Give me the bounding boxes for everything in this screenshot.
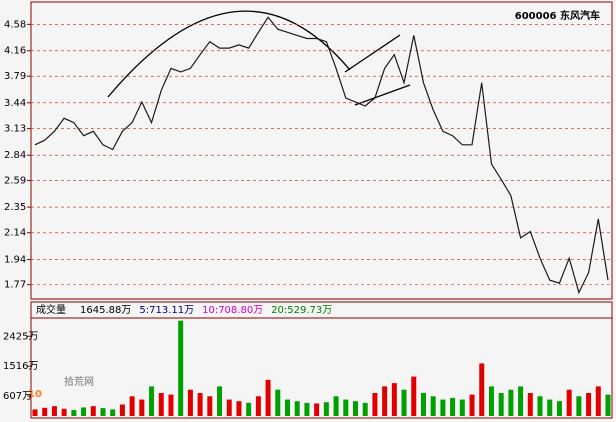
volume-indicator: 5:713.11万 <box>139 305 194 316</box>
watermark-site: 拾荒网 <box>64 375 94 388</box>
volume-bar <box>314 403 320 416</box>
volume-bar <box>391 383 397 416</box>
arc-annotation <box>107 10 351 98</box>
volume-indicator: 20:529.73万 <box>271 305 332 316</box>
volume-bar <box>401 389 407 416</box>
volume-bar <box>527 392 533 416</box>
watermark-number: 10 <box>28 389 42 400</box>
y-tick-label: 2.59 <box>4 175 26 186</box>
volume-bar <box>469 394 475 416</box>
volume-bar <box>207 396 213 416</box>
volume-bar <box>285 399 291 416</box>
volume-title: 成交量 <box>36 303 66 316</box>
volume-bar <box>178 320 184 416</box>
y-tick-label: 2.84 <box>4 150 26 161</box>
volume-bar <box>556 401 562 416</box>
y-tick-label: 4.58 <box>4 19 26 30</box>
volume-bar <box>605 394 611 416</box>
volume-bar <box>440 399 446 416</box>
volume-bar <box>149 386 155 416</box>
volume-bar <box>61 408 67 416</box>
trend-line <box>354 84 411 106</box>
volume-bar <box>42 407 48 416</box>
volume-bar <box>158 392 164 416</box>
y-tick-label: 2425万 <box>3 331 38 342</box>
volume-bar <box>547 399 553 416</box>
volume-bar <box>71 410 77 416</box>
volume-bar <box>81 407 87 416</box>
volume-bar <box>275 389 281 416</box>
volume-bar <box>352 401 358 416</box>
volume-bar <box>51 406 57 416</box>
volume-bar <box>139 399 145 416</box>
y-tick-label: 2.35 <box>4 202 26 213</box>
volume-bar <box>168 394 174 416</box>
volume-bar <box>450 397 456 416</box>
trend-line <box>344 34 401 73</box>
volume-bar <box>323 402 329 416</box>
volume-panel <box>30 301 613 419</box>
volume-bar <box>411 376 417 416</box>
y-tick-label: 1.94 <box>4 255 26 266</box>
price-line <box>34 16 609 295</box>
volume-bar <box>508 389 514 416</box>
volume-indicator: 10:708.80万 <box>202 305 263 316</box>
volume-bar <box>236 401 242 416</box>
volume-bar <box>119 404 125 416</box>
volume-bar <box>100 408 106 416</box>
volume-bar <box>479 363 485 416</box>
volume-bar <box>226 399 232 416</box>
volume-bar <box>343 399 349 416</box>
volume-bar <box>566 389 572 416</box>
volume-bar <box>333 396 339 416</box>
volume-bar <box>518 386 524 416</box>
volume-bar <box>265 379 271 416</box>
volume-bar <box>197 392 203 416</box>
volume-bar <box>362 402 368 416</box>
volume-bar <box>187 389 193 416</box>
volume-bar <box>430 396 436 416</box>
volume-bar <box>488 386 494 416</box>
volume-bar <box>246 402 252 416</box>
y-tick-label: 1516万 <box>3 361 38 372</box>
volume-bar <box>110 409 116 416</box>
volume-bar <box>586 392 592 416</box>
volume-bar <box>32 409 38 416</box>
chart-title: 600006 东风汽车 <box>515 9 600 22</box>
volume-bar <box>217 386 223 416</box>
volume-bar <box>255 396 261 416</box>
volume-bar <box>304 402 310 416</box>
volume-bar <box>129 396 135 416</box>
price-panel <box>30 1 613 300</box>
volume-indicator: 1645.88万 <box>80 305 131 316</box>
volume-bar <box>420 392 426 416</box>
volume-bar <box>372 392 378 416</box>
volume-bar <box>382 386 388 416</box>
y-tick-label: 1.77 <box>4 280 26 291</box>
volume-bar <box>595 386 601 416</box>
volume-bar <box>459 399 465 416</box>
volume-bar <box>537 396 543 416</box>
volume-bar <box>498 392 504 416</box>
volume-bar <box>294 401 300 416</box>
y-tick-label: 3.13 <box>4 124 26 135</box>
y-tick-label: 4.16 <box>4 46 26 57</box>
y-tick-label: 3.44 <box>4 98 26 109</box>
volume-bar <box>90 406 96 416</box>
y-tick-label: 607万 <box>3 391 32 402</box>
y-tick-label: 3.79 <box>4 71 26 82</box>
volume-bar <box>576 396 582 416</box>
y-tick-label: 2.14 <box>4 228 26 239</box>
